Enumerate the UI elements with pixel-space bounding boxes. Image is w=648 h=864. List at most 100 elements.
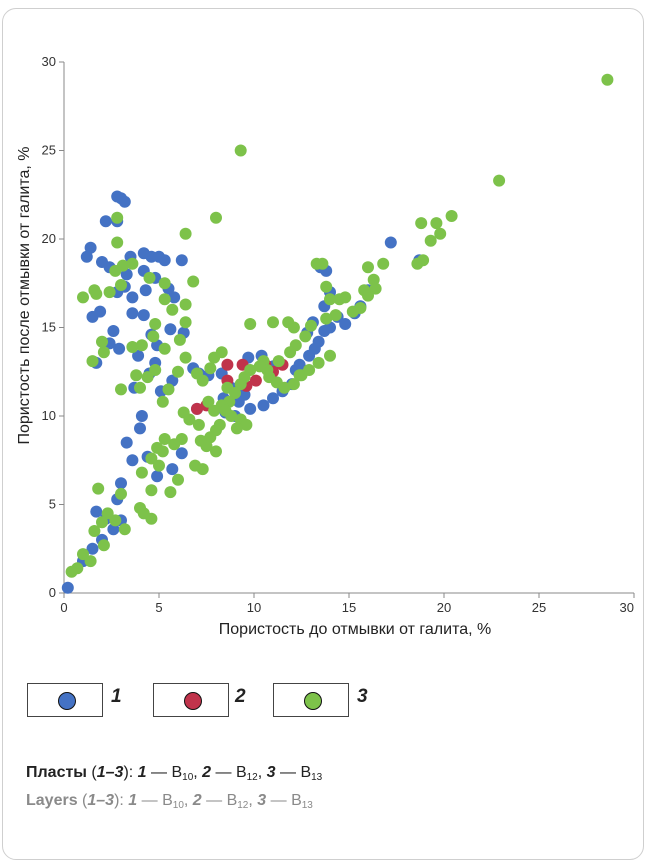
data-point-series-1 (164, 323, 177, 336)
data-point-series-3 (369, 282, 382, 295)
data-point-series-3 (162, 383, 175, 396)
data-point-series-3 (158, 342, 171, 355)
data-point-series-3 (88, 525, 101, 537)
data-point-series-3 (346, 305, 359, 318)
x-tick-label: 20 (437, 600, 451, 615)
data-point-series-3 (145, 484, 158, 497)
data-point-series-3 (86, 355, 99, 368)
y-tick-label: 5 (49, 497, 56, 512)
data-point-series-3 (417, 254, 430, 267)
data-point-series-3 (103, 286, 116, 299)
data-point-series-2 (221, 358, 234, 371)
data-point-series-3 (126, 341, 139, 353)
data-point-series-3 (92, 482, 105, 495)
data-point-series-3 (284, 346, 297, 359)
data-point-series-3 (173, 333, 186, 346)
data-point-series-3 (229, 387, 241, 399)
data-point-series-3 (135, 466, 148, 479)
data-point-series-3 (84, 555, 97, 568)
x-tick-label: 25 (532, 600, 546, 615)
data-point-series-3 (244, 318, 257, 330)
data-point-series-3 (272, 355, 285, 368)
data-point-series-3 (77, 548, 89, 561)
data-point-series-3 (601, 73, 614, 86)
data-point-series-1 (175, 254, 188, 267)
data-point-series-3 (134, 502, 146, 514)
data-point-series-3 (339, 291, 352, 304)
data-point-series-3 (168, 438, 181, 451)
data-point-series-3 (253, 360, 266, 373)
data-point-series-3 (230, 422, 243, 435)
data-point-series-2 (191, 402, 203, 415)
data-point-series-3 (156, 395, 169, 408)
data-point-series-3 (145, 452, 158, 465)
data-point-series-3 (166, 303, 179, 316)
x-tick-label: 0 (60, 600, 67, 615)
data-point-series-3 (312, 356, 325, 369)
data-point-series-1 (118, 195, 131, 208)
data-point-series-3 (109, 514, 122, 527)
data-point-series-3 (147, 330, 160, 343)
data-point-series-1 (90, 505, 103, 518)
legend-dot-2 (184, 692, 202, 710)
y-tick-label: 10 (42, 408, 56, 423)
figure-frame (2, 8, 644, 860)
data-point-series-1 (80, 250, 93, 263)
data-point-series-3 (362, 261, 374, 274)
x-tick-label: 5 (155, 600, 162, 615)
data-point-series-3 (164, 486, 177, 499)
data-point-series-1 (120, 436, 133, 449)
data-point-series-1 (257, 399, 270, 412)
data-point-series-3 (149, 318, 162, 330)
data-point-series-3 (320, 312, 333, 325)
data-point-series-3 (111, 236, 124, 249)
data-point-series-3 (208, 351, 221, 364)
data-point-series-3 (434, 227, 447, 240)
data-point-series-1 (107, 523, 120, 536)
data-point-series-3 (115, 279, 127, 291)
data-points (61, 73, 614, 594)
data-point-series-3 (225, 410, 238, 422)
x-tick-label: 15 (342, 600, 356, 615)
legend-dot-1 (58, 692, 76, 710)
x-tick-label: 30 (620, 600, 634, 615)
data-point-series-1 (139, 284, 152, 297)
data-point-series-3 (367, 273, 380, 286)
data-point-series-3 (324, 293, 336, 306)
data-point-series-3 (126, 257, 139, 270)
data-point-series-3 (234, 378, 247, 391)
y-ticks: 0 5 10 15 20 25 30 (42, 54, 64, 600)
data-point-series-1 (384, 236, 397, 249)
data-point-series-3 (172, 473, 184, 486)
data-point-series-3 (179, 227, 192, 240)
data-point-series-3 (293, 369, 306, 382)
data-point-series-1 (168, 291, 181, 304)
data-point-series-1 (126, 307, 139, 320)
legend-swatch-2 (153, 683, 229, 717)
data-point-series-1 (293, 358, 306, 371)
data-point-series-1 (99, 215, 112, 228)
data-point-series-3 (316, 257, 329, 270)
data-point-series-1 (312, 335, 325, 348)
data-point-series-1 (113, 342, 126, 355)
data-point-series-1 (244, 402, 257, 415)
caption-russian: Пласты (1–3): 1 — В10, 2 — В12, 3 — В13 (26, 764, 323, 783)
data-point-series-3 (118, 523, 131, 536)
data-point-series-3 (287, 378, 300, 391)
data-point-series-1 (86, 542, 99, 555)
data-point-series-3 (493, 174, 506, 187)
data-point-series-3 (141, 371, 154, 384)
data-point-series-3 (187, 275, 200, 288)
data-point-series-3 (172, 365, 184, 378)
y-tick-label: 25 (42, 143, 56, 158)
data-point-series-3 (134, 381, 146, 394)
data-point-series-1 (151, 470, 164, 483)
data-point-series-3 (158, 433, 171, 445)
y-tick-label: 30 (42, 54, 56, 69)
data-point-series-3 (362, 289, 374, 302)
data-point-series-3 (377, 257, 390, 270)
data-point-series-3 (278, 381, 291, 394)
data-point-series-3 (130, 369, 143, 382)
data-point-series-3 (97, 346, 110, 359)
data-point-series-3 (196, 463, 209, 476)
